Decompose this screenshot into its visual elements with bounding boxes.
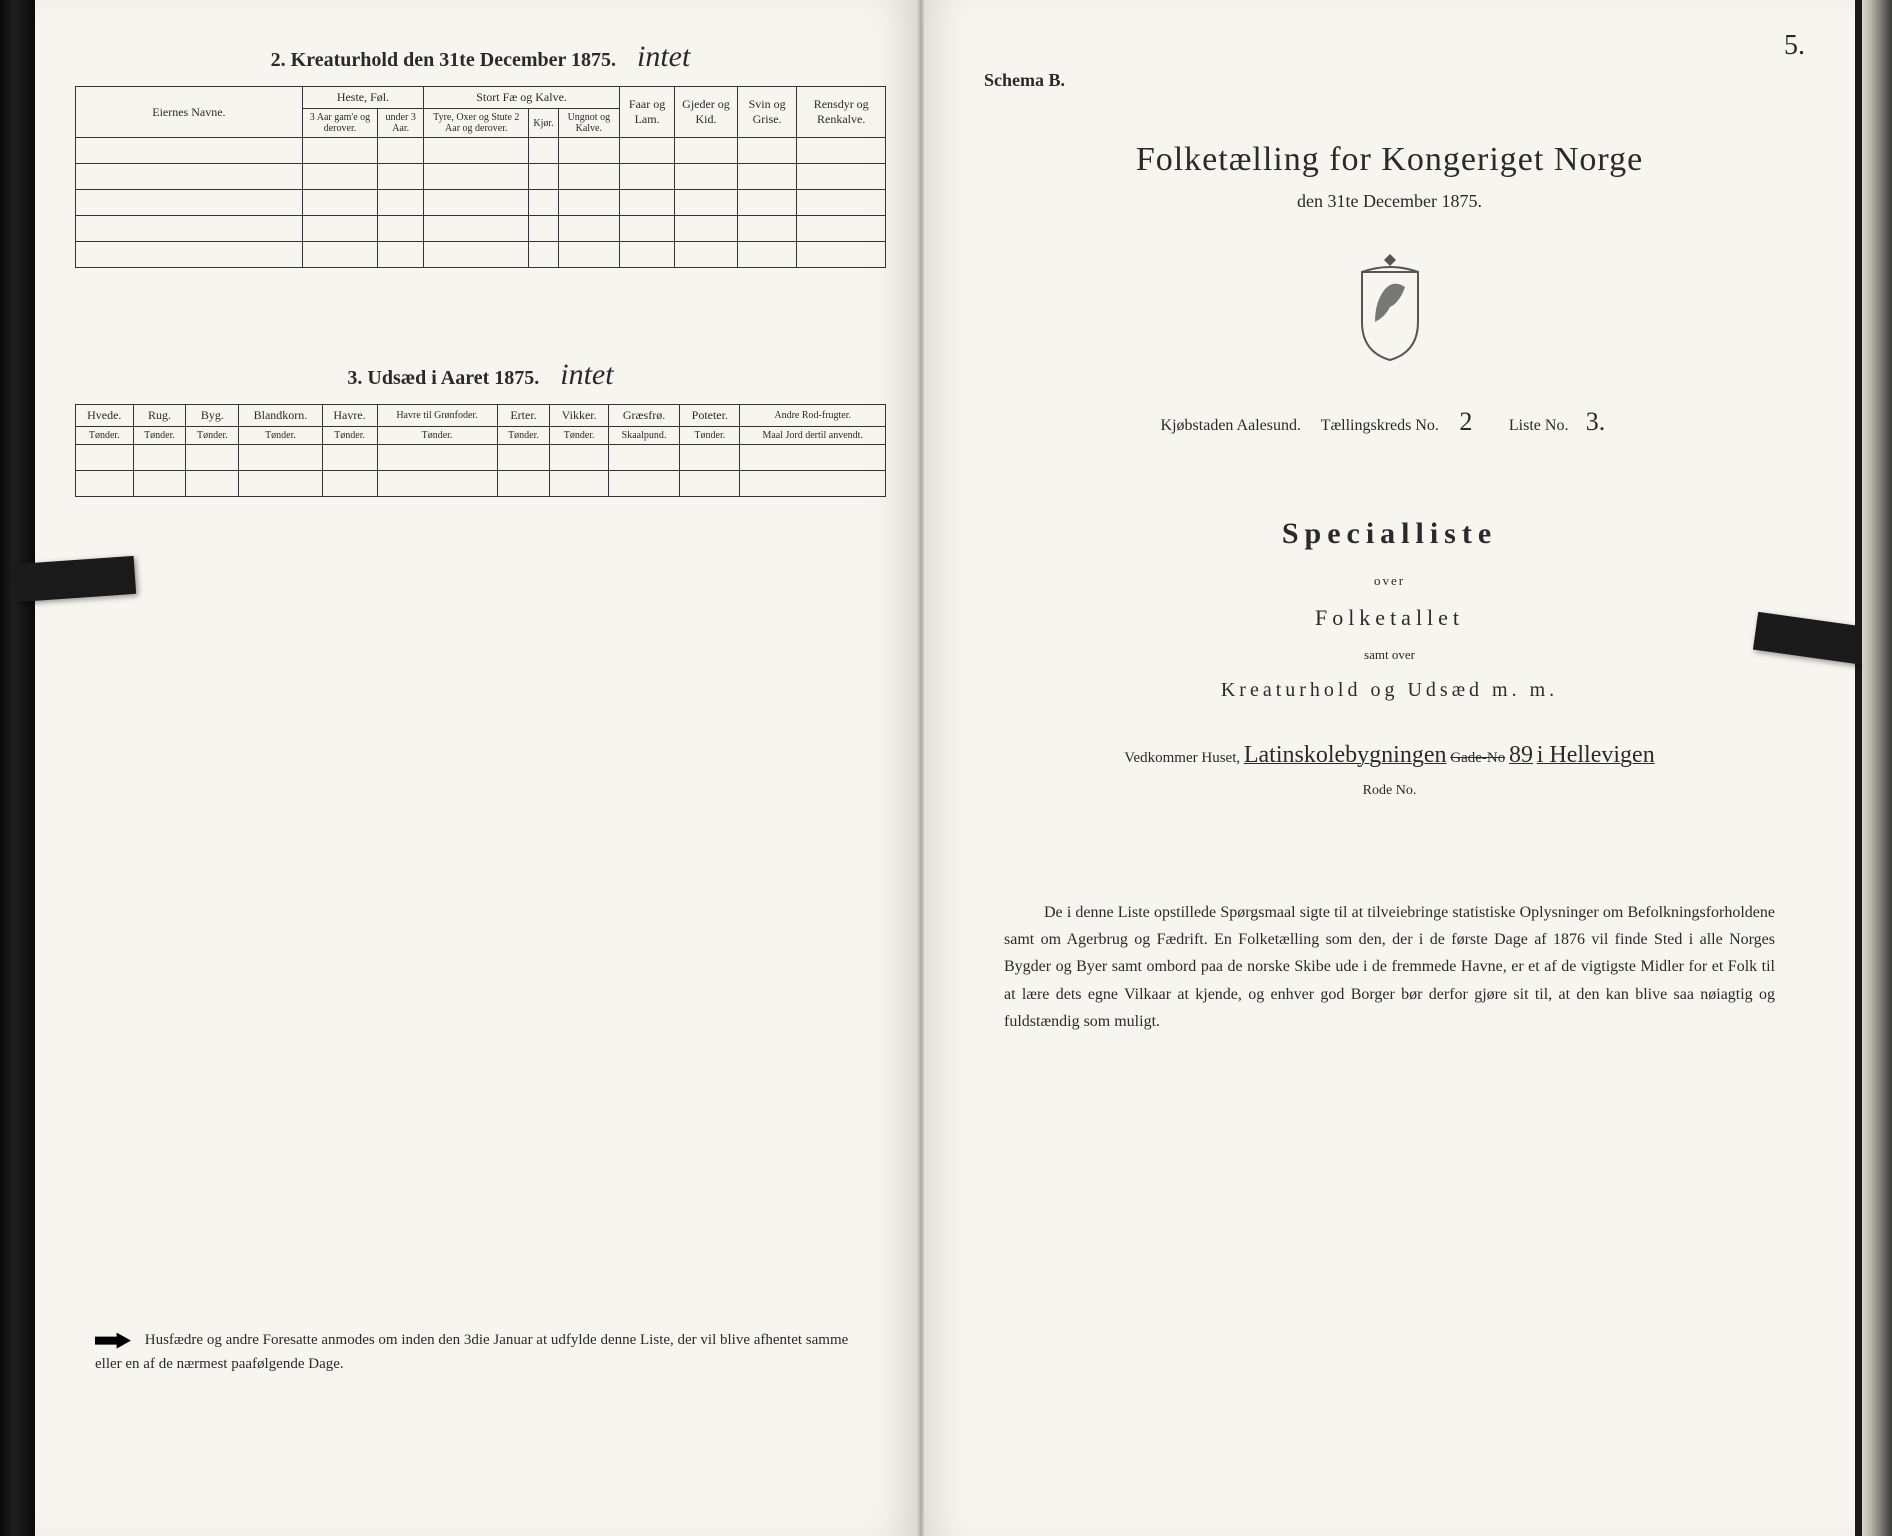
udsaed-table: Hvede. Rug. Byg. Blandkorn. Havre. Havre… (75, 404, 886, 497)
rode-label: Rode No. (984, 783, 1795, 799)
col-stort-sub1: Tyre, Oxer og Stute 2 Aar og derover. (424, 109, 529, 138)
section2-title-text: 2. Kreaturhold den 31te December 1875. (271, 49, 616, 71)
table-row (76, 445, 886, 471)
right-page: 5. Schema B. Folketælling for Kongeriget… (924, 0, 1855, 1536)
col-heste-sub1: 3 Aar gam'e og derover. (302, 109, 377, 138)
census-title: Folketælling for Kongeriget Norge (984, 141, 1795, 179)
table-row (76, 190, 886, 216)
col-byg: Byg. (186, 405, 239, 427)
gade-value: 89 (1509, 742, 1533, 768)
section2-title: 2. Kreaturhold den 31te December 1875. i… (75, 40, 886, 74)
col-gjeder: Gjeder og Kid. (675, 87, 738, 138)
table-row (76, 164, 886, 190)
page-number: 5. (1784, 30, 1805, 62)
vedk-handwritten: Latinskolebygningen (1244, 742, 1447, 768)
census-subtitle: den 31te December 1875. (984, 191, 1795, 212)
section3-annotation: intet (560, 358, 613, 391)
col-hvede: Hvede. (76, 405, 134, 427)
over-label-1: over (984, 573, 1795, 589)
col-faar: Faar og Lam. (619, 87, 674, 138)
section2-annotation: intet (637, 40, 690, 73)
schema-label: Schema B. (984, 70, 1795, 91)
archive-clip-left (14, 556, 136, 602)
gade-label: Gade-No (1450, 750, 1505, 766)
table-row (76, 242, 886, 268)
unit-4: Tønder. (239, 427, 322, 445)
vedkommer-line: Vedkommer Huset, Latinskolebygningen Gad… (984, 742, 1795, 769)
col-heste: Heste, Føl. (302, 87, 423, 109)
unit-3: Tønder. (186, 427, 239, 445)
left-footnote: Husfædre og andre Foresatte anmodes om i… (95, 1328, 856, 1376)
book-binding-left (0, 0, 35, 1536)
unit-2: Tønder. (133, 427, 186, 445)
unit-9: Skaalpund. (608, 427, 679, 445)
tkreds-label: Tællingskreds No. (1321, 417, 1439, 434)
unit-6: Tønder. (377, 427, 497, 445)
col-blandkorn: Blandkorn. (239, 405, 322, 427)
unit-7: Tønder. (497, 427, 550, 445)
kreatur-heading: Kreaturhold og Udsæd m. m. (984, 679, 1795, 702)
liste-value: 3. (1580, 407, 1610, 437)
meta-line: Kjøbstaden Aalesund. Tællingskreds No. 2… (984, 407, 1795, 437)
col-stort-sub3: Ungnot og Kalve. (558, 109, 619, 138)
table-row (76, 138, 886, 164)
table-row (76, 471, 886, 497)
coat-of-arms-icon (984, 252, 1795, 367)
col-andre: Andre Rod-frugter. (740, 405, 886, 427)
col-rensdyr: Rensdyr og Renkalve. (797, 87, 886, 138)
liste-label: Liste No. (1509, 417, 1569, 434)
vedk-label: Vedkommer Huset, (1124, 750, 1240, 766)
specialliste-heading: Specialliste (984, 517, 1795, 551)
tkreds-value: 2 (1451, 407, 1481, 437)
left-page: 2. Kreaturhold den 31te December 1875. i… (35, 0, 918, 1536)
col-heste-sub2: under 3 Aar. (378, 109, 424, 138)
col-havretil: Havre til Grønfoder. (377, 405, 497, 427)
folketallet-heading: Folketallet (984, 605, 1795, 631)
col-vikker: Vikker. (550, 405, 608, 427)
col-eiernes: Eiernes Navne. (76, 87, 303, 138)
unit-8: Tønder. (550, 427, 608, 445)
col-stort-sub2: Kjør. (529, 109, 558, 138)
col-erter: Erter. (497, 405, 550, 427)
kjobstad-label: Kjøbstaden Aalesund. (1161, 417, 1301, 434)
col-havre: Havre. (322, 405, 377, 427)
book-edge-right (1862, 0, 1892, 1536)
col-stort: Stort Fæ og Kalve. (424, 87, 620, 109)
col-graesfro: Græsfrø. (608, 405, 679, 427)
open-book: 2. Kreaturhold den 31te December 1875. i… (35, 0, 1855, 1536)
samt-label: samt over (984, 647, 1795, 663)
col-rug: Rug. (133, 405, 186, 427)
unit-5: Tønder. (322, 427, 377, 445)
right-paragraph: De i denne Liste opstillede Spørgsmaal s… (1004, 899, 1775, 1035)
footnote-text: Husfædre og andre Foresatte anmodes om i… (95, 1332, 848, 1372)
unit-11: Maal Jord dertil anvendt. (740, 427, 886, 445)
section3-title-text: 3. Udsæd i Aaret 1875. (347, 367, 539, 389)
section3-title: 3. Udsæd i Aaret 1875. intet (75, 358, 886, 392)
pointing-hand-icon (95, 1331, 131, 1351)
unit-10: Tønder. (680, 427, 740, 445)
kreaturhold-table: Eiernes Navne. Heste, Føl. Stort Fæ og K… (75, 86, 886, 268)
unit-1: Tønder. (76, 427, 134, 445)
col-poteter: Poteter. (680, 405, 740, 427)
col-svin: Svin og Grise. (737, 87, 797, 138)
table-row (76, 216, 886, 242)
vedk-tail: i Hellevigen (1537, 742, 1655, 768)
